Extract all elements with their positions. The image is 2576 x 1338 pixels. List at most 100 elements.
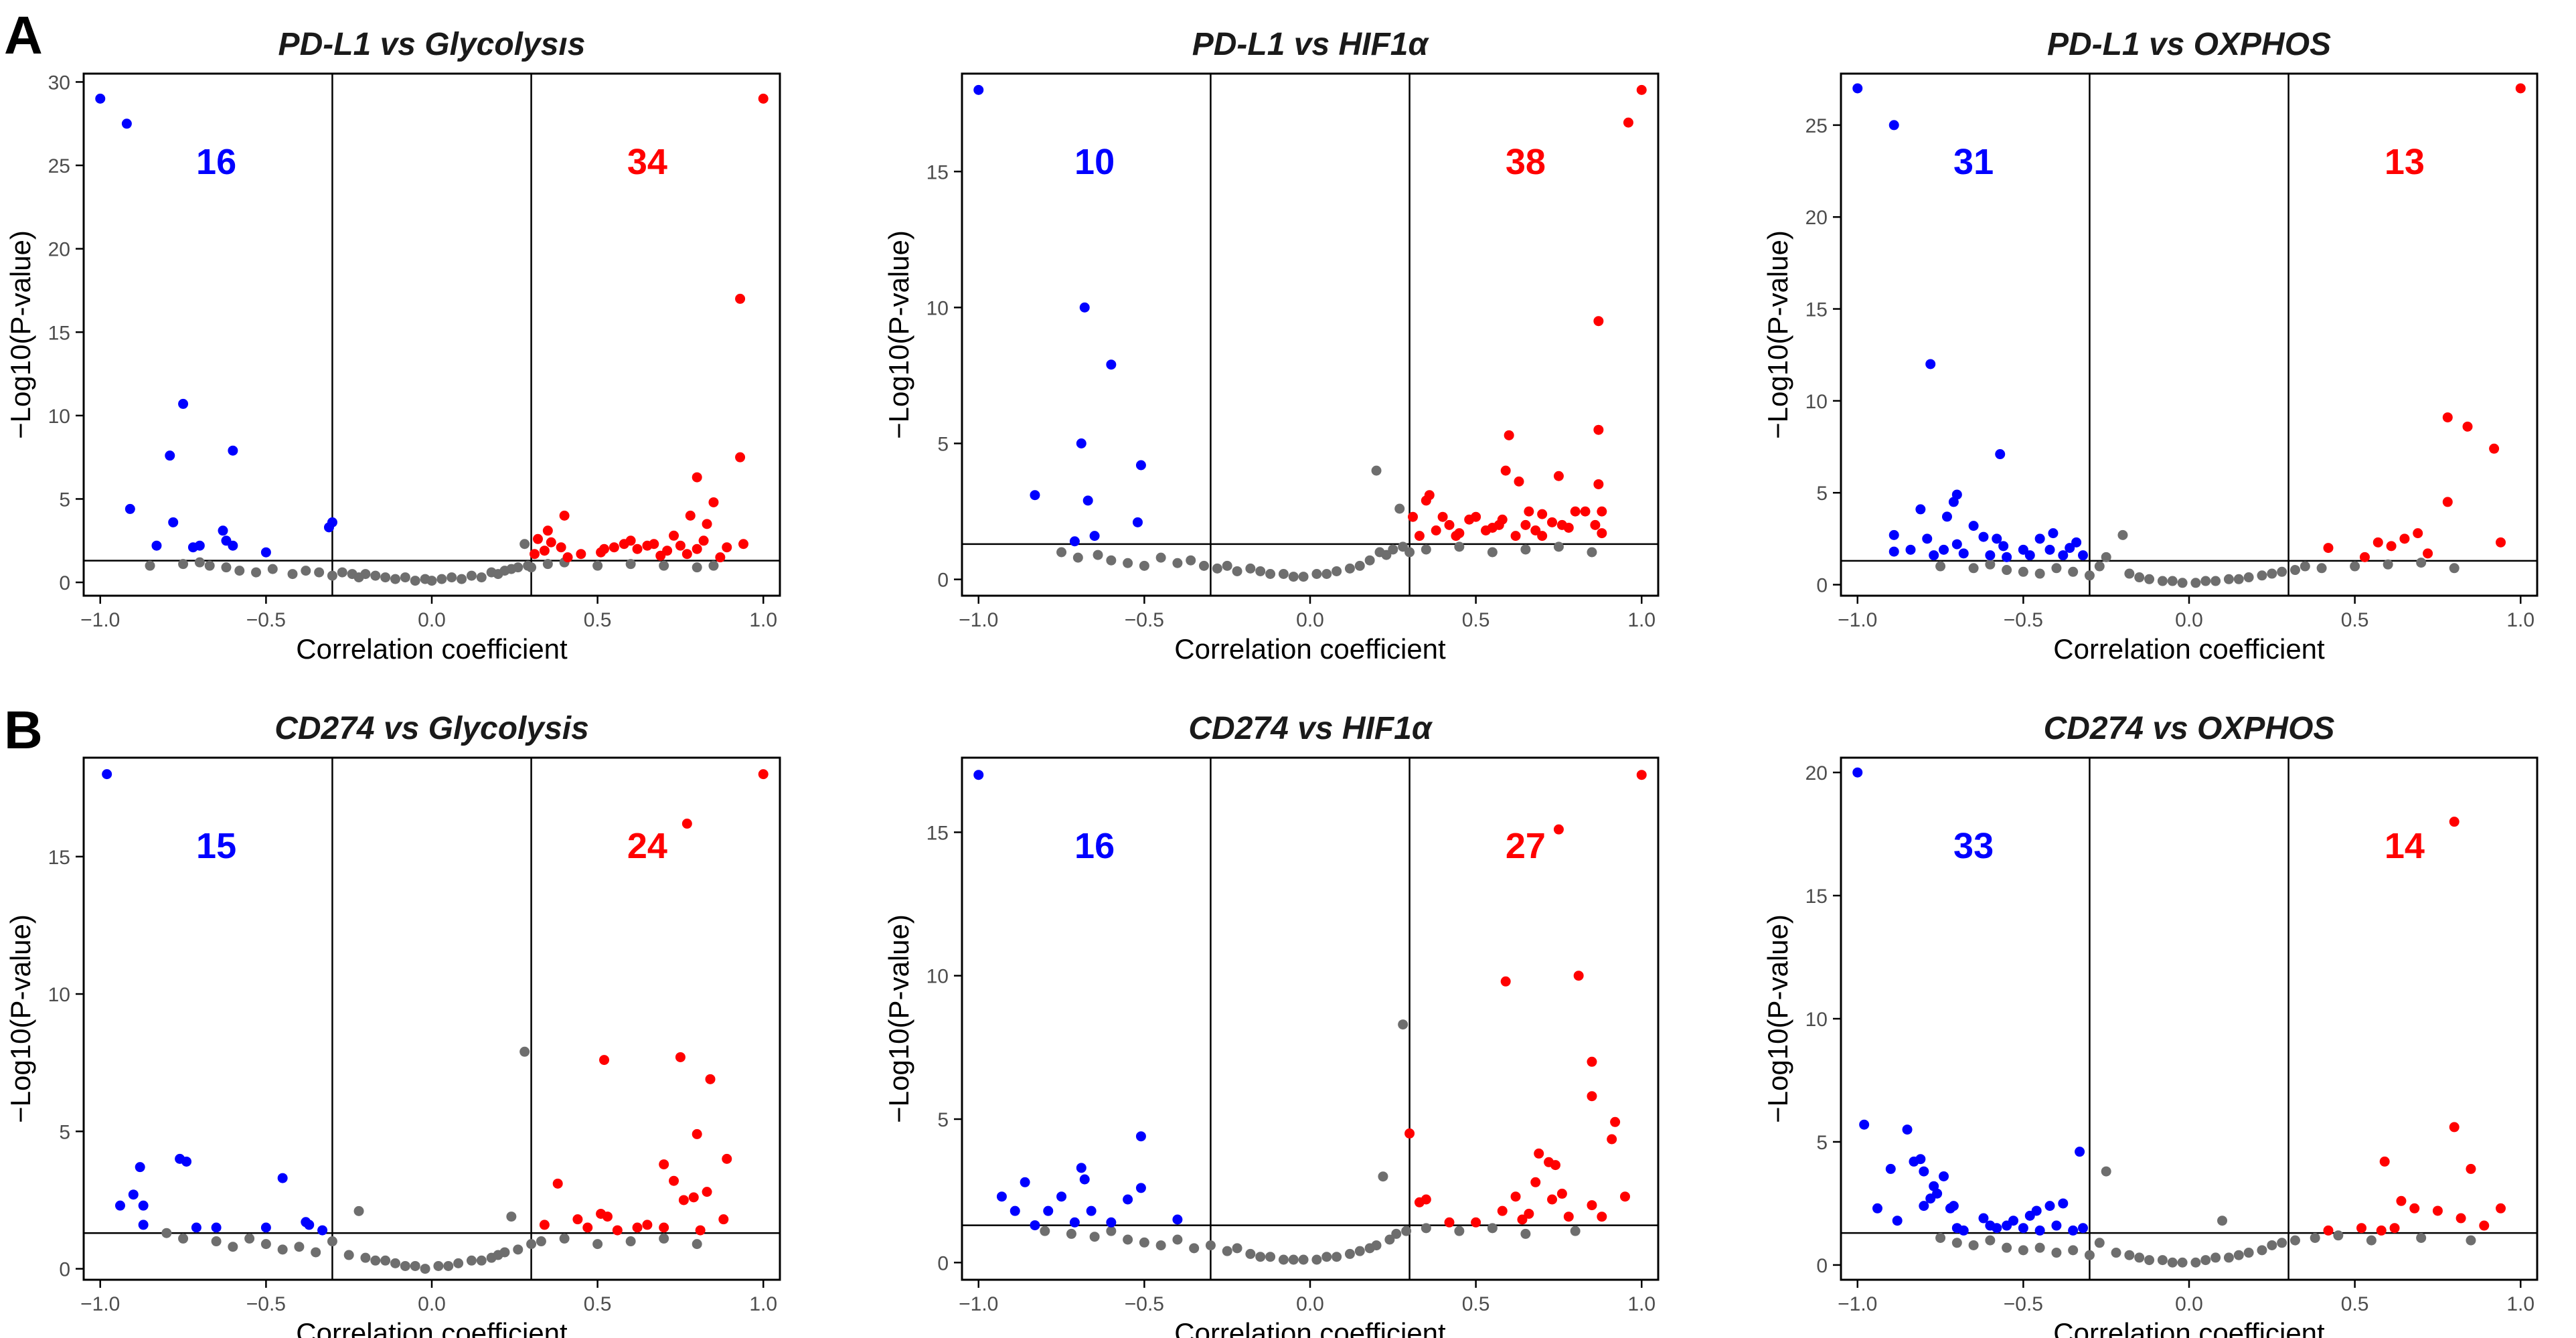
point-positive xyxy=(735,452,746,463)
point-positive xyxy=(530,549,540,560)
point-neutral xyxy=(2002,565,2012,576)
point-neutral xyxy=(692,562,702,573)
y-tick-label: 30 xyxy=(48,72,70,94)
plot-frame xyxy=(82,72,781,597)
point-negative xyxy=(2018,544,2028,555)
point-negative xyxy=(1922,533,1933,544)
point-positive xyxy=(718,1214,729,1225)
point-neutral xyxy=(1321,569,1332,579)
point-positive xyxy=(702,1187,712,1197)
point-negative xyxy=(323,522,334,533)
point-neutral xyxy=(380,1255,391,1266)
point-positive xyxy=(2496,537,2506,548)
point-neutral xyxy=(692,1239,702,1250)
point-positive xyxy=(2409,1203,2420,1214)
point-positive xyxy=(1464,514,1475,525)
y-tick-label: 15 xyxy=(48,847,70,869)
y-tick-label: 15 xyxy=(48,322,70,344)
point-positive xyxy=(722,542,732,553)
point-negative xyxy=(135,1162,145,1173)
y-tick-label: 10 xyxy=(1805,1009,1828,1031)
y-tick-label: 0 xyxy=(1816,1255,1828,1277)
point-neutral xyxy=(1487,1223,1498,1234)
point-positive xyxy=(1500,976,1511,987)
y-tick-label: 10 xyxy=(1805,391,1828,413)
point-positive xyxy=(722,1153,732,1164)
count-negative: 31 xyxy=(1953,142,1994,182)
point-positive xyxy=(612,1225,623,1236)
point-positive xyxy=(1494,519,1504,530)
count-positive: 24 xyxy=(627,826,667,866)
point-negative xyxy=(1106,1217,1117,1228)
point-neutral xyxy=(2310,1232,2320,1243)
point-positive xyxy=(2442,497,2453,507)
point-neutral xyxy=(2416,558,2427,568)
point-negative xyxy=(1929,550,1939,561)
point-neutral xyxy=(360,1252,371,1263)
point-neutral xyxy=(453,1258,464,1268)
point-positive xyxy=(1556,519,1567,530)
point-negative xyxy=(1135,460,1146,471)
point-neutral xyxy=(2233,1250,2244,1260)
point-positive xyxy=(1570,506,1581,517)
scatter-plot-1: PD-L1 vs Glycolysıs −1.0 −0.5 0.0 0.5 1.0 0 5 10… xyxy=(5,27,781,665)
point-negative xyxy=(2058,1198,2069,1209)
point-negative xyxy=(1069,1217,1080,1228)
point-neutral xyxy=(447,572,457,583)
point-positive xyxy=(596,547,607,558)
point-positive xyxy=(1537,509,1548,519)
point-negative xyxy=(2071,537,2082,548)
point-neutral xyxy=(211,1236,222,1247)
point-positive xyxy=(1520,519,1531,530)
point-neutral xyxy=(2243,1248,2254,1258)
point-positive xyxy=(669,1175,679,1186)
plot-frame xyxy=(1840,756,2539,1281)
point-positive xyxy=(619,539,629,550)
point-positive xyxy=(1587,1056,1597,1067)
point-neutral xyxy=(194,557,205,568)
plot-frame xyxy=(82,756,781,1281)
point-negative xyxy=(1852,767,1863,778)
point-neutral xyxy=(2300,561,2310,572)
point-neutral xyxy=(2157,1255,2168,1266)
panel-letter-b: B xyxy=(4,700,43,760)
point-positive xyxy=(698,535,709,546)
point-positive xyxy=(1610,1116,1621,1127)
x-tick-label: 1.0 xyxy=(1627,1293,1656,1315)
x-tick-label: 0.0 xyxy=(1296,1293,1324,1315)
point-neutral xyxy=(2200,576,2211,586)
point-neutral xyxy=(294,1242,305,1252)
point-neutral xyxy=(1222,1246,1232,1256)
point-negative xyxy=(1043,1205,1054,1216)
point-neutral xyxy=(2366,1235,2377,1246)
point-neutral xyxy=(1384,1234,1395,1245)
point-neutral xyxy=(1354,1246,1365,1256)
point-neutral xyxy=(2289,1235,2300,1246)
point-positive xyxy=(1553,471,1564,481)
y-tick-label: 10 xyxy=(48,984,70,1006)
point-neutral xyxy=(301,566,311,576)
count-negative: 16 xyxy=(196,142,236,182)
point-positive xyxy=(1431,525,1441,535)
point-neutral xyxy=(1371,1240,1382,1251)
point-positive xyxy=(1623,117,1633,128)
point-neutral xyxy=(2051,1248,2062,1258)
point-neutral xyxy=(353,1205,364,1216)
point-neutral xyxy=(2101,1166,2111,1177)
point-negative xyxy=(1902,1124,1913,1135)
point-neutral xyxy=(2223,574,2234,584)
point-positive xyxy=(546,537,556,548)
point-negative xyxy=(1888,529,1899,540)
point-neutral xyxy=(2167,576,2178,586)
point-positive xyxy=(2413,528,2423,539)
y-tick-label: 20 xyxy=(1805,207,1828,229)
y-axis-label: −Log10(P-value) xyxy=(1762,914,1793,1123)
x-tick-label: 1.0 xyxy=(1627,609,1656,631)
x-tick-label: 1.0 xyxy=(749,609,777,631)
point-positive xyxy=(1597,506,1607,517)
point-negative xyxy=(2051,1220,2062,1231)
point-neutral xyxy=(1199,560,1210,571)
point-neutral xyxy=(542,559,553,570)
point-neutral xyxy=(360,569,371,580)
y-axis-label: −Log10(P-value) xyxy=(5,914,36,1123)
